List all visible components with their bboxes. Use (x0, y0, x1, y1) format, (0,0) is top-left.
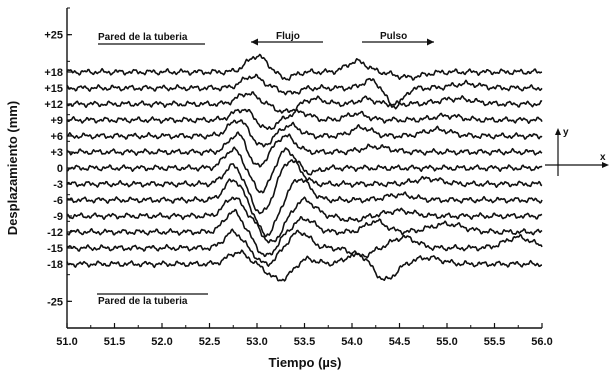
inset-y-label: y (563, 127, 569, 138)
x-tick-label: 51.5 (104, 336, 125, 348)
y-tick-label: -15 (47, 243, 63, 255)
flow-label: Flujo (276, 31, 300, 42)
y-tick-label: -9 (53, 211, 63, 223)
y-tick-label: +18 (44, 67, 63, 79)
x-tick-label: 52.0 (151, 336, 172, 348)
trace-line (66, 228, 543, 267)
wall-top-annotation: Pared de la tuberia (98, 32, 205, 45)
trace-line (66, 159, 543, 215)
pulse-annotation: Pulso (362, 31, 434, 46)
x-tick-label: 53.5 (294, 336, 315, 348)
trace-line (66, 91, 543, 114)
trace-line (66, 178, 543, 238)
trace-line (66, 73, 543, 110)
x-tick-label: 56.0 (531, 336, 552, 348)
y-tick-label: +3 (50, 147, 63, 159)
trace-line (66, 108, 543, 130)
trace-line (66, 249, 543, 282)
x-tick-label: 54.0 (341, 336, 362, 348)
wall-bottom-annotation: Pared de la tuberia (97, 293, 208, 307)
y-axis-title: Desplazamiento (mm) (5, 101, 20, 235)
trace-line (66, 119, 543, 148)
inset-x-arrow-head (602, 162, 609, 168)
x-axis-ticks: 51.0 51.5 52.0 52.5 53.0 53.5 54.0 54.5 55.0 55.5… (56, 323, 553, 348)
y-tick-label: -18 (47, 259, 63, 271)
inset-coordinate-axes: y x (545, 127, 609, 176)
inset-y-arrow-head (555, 128, 561, 135)
trace-line (66, 146, 543, 194)
x-tick-label: 55.5 (484, 336, 505, 348)
y-tick-label: +6 (50, 131, 63, 143)
traces (66, 53, 543, 282)
trace-line (66, 208, 543, 258)
y-tick-label: +12 (44, 99, 63, 111)
wall-bottom-label: Pared de la tuberia (98, 296, 188, 307)
x-tick-label: 55.0 (436, 336, 457, 348)
flow-arrow-head (251, 38, 258, 46)
y-tick-label: -25 (47, 296, 63, 308)
wall-top-label: Pared de la tuberia (98, 32, 188, 43)
x-tick-label: 51.0 (56, 336, 77, 348)
trace-line (66, 53, 543, 81)
x-tick-label: 53.0 (246, 336, 267, 348)
pulse-label: Pulso (380, 31, 407, 42)
x-tick-label: 52.5 (199, 336, 220, 348)
y-tick-label: 0 (57, 163, 63, 175)
x-tick-label: 54.5 (389, 336, 410, 348)
x-axis-title: Tiempo (µs) (269, 355, 342, 370)
trace-line (66, 131, 543, 168)
y-tick-label: -3 (53, 179, 63, 191)
trace-line (66, 196, 543, 244)
pulse-arrow-head (427, 38, 434, 46)
inset-x-label: x (600, 152, 606, 163)
y-tick-label: -6 (53, 195, 63, 207)
y-tick-label: +25 (44, 30, 63, 42)
y-axis-ticks: +25 +18 +15 +12 +9 +6 +3 0 -3 -6 -9 -12 -15 -18 -25 (44, 7, 72, 329)
y-tick-label: +9 (50, 115, 63, 127)
y-tick-label: +15 (44, 83, 63, 95)
flow-annotation: Flujo (251, 31, 323, 46)
y-tick-label: -12 (47, 227, 63, 239)
